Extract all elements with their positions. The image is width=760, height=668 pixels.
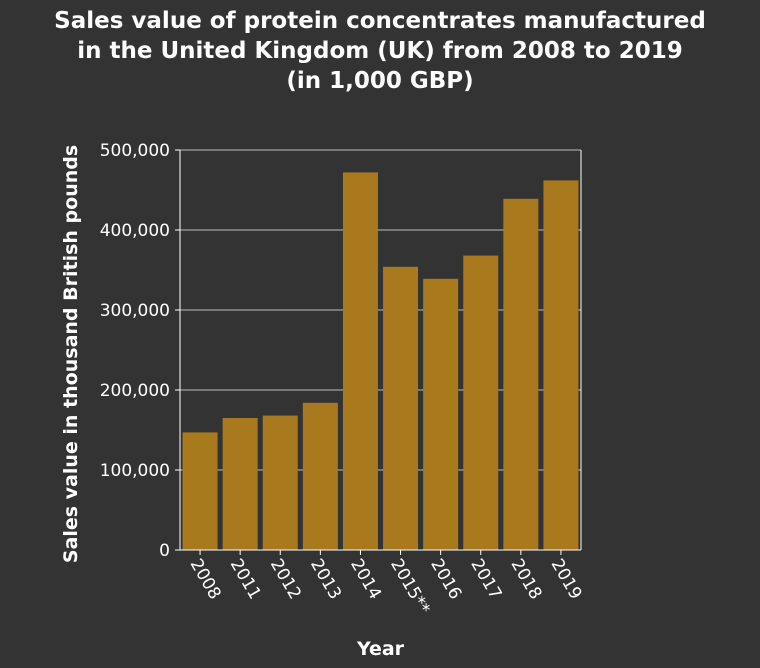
y-tick-label: 100,000 [100,461,170,481]
y-tick-label: 200,000 [100,381,170,401]
x-tick-label: 2011 [226,556,265,603]
y-tick-label: 400,000 [100,221,170,241]
x-tick-label: 2018 [507,556,546,603]
bar-2008 [182,432,218,550]
bar-2014 [342,172,378,550]
y-axis-label: Sales value in thousand British pounds [60,145,82,563]
bar-2011 [222,418,258,550]
bar-2018 [503,198,539,551]
bar-2017 [463,255,499,550]
x-tick-labels: 2008 2011 2012 2013 2014 2015**2016 2017 2018 20… [186,550,586,618]
y-tick-labels: 0 100,000 200,000 300,000 400,000 500,000 [100,141,180,561]
x-tick-label: 2012 [266,556,305,603]
x-tick-label: 2008 [186,556,225,603]
chart-title: Sales value of protein concentrates manu… [0,6,760,96]
bar-2013 [302,402,338,550]
bar-2019 [543,180,579,550]
y-tick-label: 300,000 [100,301,170,321]
chart-title-line-2: in the United Kingdom (UK) from 2008 to … [77,38,683,64]
bar-2016 [423,278,459,550]
y-tick-label: 0 [159,541,170,561]
y-tick-label: 500,000 [100,141,170,161]
bar-2012 [262,415,298,550]
x-tick-label: 2016 [426,556,465,603]
x-tick-label: 2014 [346,556,385,603]
x-tick-label: 2017 [466,556,505,603]
axes [179,150,582,551]
bar-2015 [383,266,419,550]
x-tick-label: 2013 [306,556,345,603]
bars [182,172,579,551]
x-tick-label: 2019 [547,556,586,603]
chart-title-line-3: (in 1,000 GBP) [286,68,474,94]
x-axis-label: Year [356,638,405,660]
chart-title-line-1: Sales value of protein concentrates manu… [54,8,706,34]
